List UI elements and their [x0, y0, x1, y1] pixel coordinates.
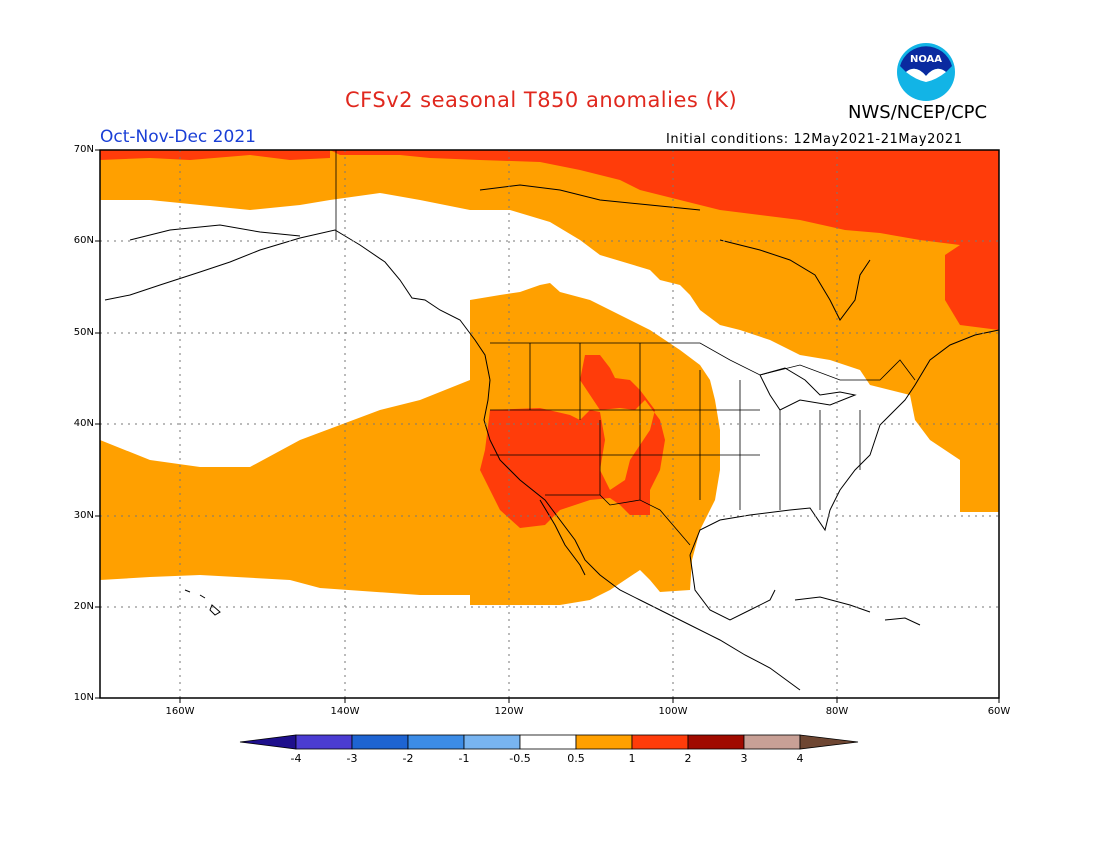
political-borders [335, 150, 916, 546]
colorbar-label: -1 [458, 752, 470, 765]
lat-label: 10N [73, 692, 94, 703]
anomaly-shading [100, 150, 999, 605]
colorbar-label: -3 [346, 752, 358, 765]
anomaly-region-0-5-to-1 [100, 283, 720, 605]
colorbar-label: 0.5 [567, 752, 585, 765]
anomaly-region-1-to-2 [100, 150, 330, 160]
lat-label: 50N [73, 327, 94, 338]
lon-label: 60W [987, 706, 1011, 717]
agency-label: NWS/NCEP/CPC [848, 102, 988, 123]
anomaly-region-1-to-2 [330, 150, 999, 330]
colorbar [239, 734, 859, 750]
map-title: CFSv2 seasonal T850 anomalies (K) [345, 88, 738, 112]
lon-label: 140W [330, 706, 360, 717]
coastline-west-us [483, 379, 801, 691]
colorbar-bin [743, 734, 801, 750]
lon-label: 80W [825, 706, 849, 717]
anomaly-region-0-5-to-1 [100, 150, 999, 512]
season-label: Oct-Nov-Dec 2021 [100, 127, 256, 147]
colorbar-label: -4 [290, 752, 302, 765]
colorbar-bin [519, 734, 577, 750]
coastline-baja [539, 499, 586, 576]
noaa-logo: NOAA [897, 43, 955, 101]
lat-label: 40N [73, 418, 94, 429]
border-us-mexico [545, 494, 691, 546]
coastline-alaska-north [129, 224, 301, 241]
axis-ticks [95, 149, 1000, 703]
lon-label: 100W [658, 706, 688, 717]
colorbar-bin [631, 734, 689, 750]
colorbar-label: 2 [684, 752, 692, 765]
colorbar-label: 4 [796, 752, 804, 765]
border-us-canada [490, 342, 916, 381]
coastline-alaska [104, 229, 491, 381]
lat-label: 60N [73, 235, 94, 246]
lat-label: 30N [73, 510, 94, 521]
colorbar-lower-arrow [239, 734, 297, 750]
coastline-hudson-bay [719, 239, 871, 321]
coastline-cuba [794, 596, 871, 613]
lon-label: 120W [494, 706, 524, 717]
colorbar-upper-arrow [799, 734, 859, 750]
coastline-gulf [689, 329, 999, 556]
coastline-arctic [479, 184, 701, 211]
colorbar-bin [575, 734, 633, 750]
hawaii [184, 589, 221, 616]
lat-label: 70N [73, 144, 94, 155]
colorbar-label: -0.5 [509, 752, 531, 765]
border-state-lines [490, 343, 861, 510]
coastline-hispaniola [884, 617, 921, 626]
colorbar-label: 1 [628, 752, 636, 765]
coastline-yucatan [689, 554, 776, 621]
colorbar-bin [463, 734, 521, 750]
noaa-logo-text: NOAA [910, 54, 942, 65]
colorbar-label: -2 [402, 752, 414, 765]
lat-label: 20N [73, 601, 94, 612]
graticule [100, 150, 999, 698]
great-lakes [759, 367, 857, 411]
colorbar-bin [407, 734, 465, 750]
colorbar-bin [351, 734, 409, 750]
colorbar-bin [295, 734, 353, 750]
colorbar-label: 3 [740, 752, 748, 765]
colorbar-bin [687, 734, 745, 750]
lon-label: 160W [165, 706, 195, 717]
initial-conditions-label: Initial conditions: 12May2021-21May2021 [666, 132, 963, 147]
coastlines [104, 184, 999, 691]
